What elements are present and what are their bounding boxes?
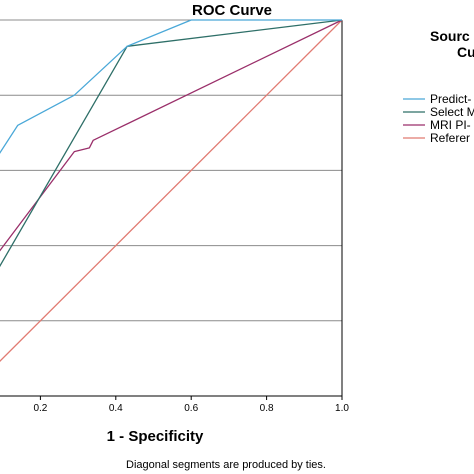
legend-label: MRI PI- xyxy=(430,118,471,132)
series-line-select-m xyxy=(0,19,343,268)
chart-title: ROC Curve xyxy=(192,2,272,19)
x-tick-label: 0.2 xyxy=(33,403,47,414)
gridlines xyxy=(0,19,342,322)
legend-subtitle: Cu xyxy=(457,44,474,60)
legend-title: Sourc xyxy=(430,28,470,44)
legend-label: Predict- xyxy=(430,92,471,106)
x-tick-label: 0.6 xyxy=(184,403,198,414)
x-tick-label: 0.4 xyxy=(109,403,123,414)
legend-label: Select M xyxy=(430,105,474,119)
series-line-referer xyxy=(0,19,343,363)
x-axis-ticks: 0.2 0.4 0.6 0.8 1.0 xyxy=(33,396,349,414)
x-tick-label: 1.0 xyxy=(335,403,349,414)
series-line-mri-pi xyxy=(0,19,343,252)
series-line-predict xyxy=(0,19,342,154)
series-lines xyxy=(0,19,343,363)
footnote: Diagonal segments are produced by ties. xyxy=(126,459,326,471)
axis-frame xyxy=(0,20,343,397)
x-axis-title: 1 - Specificity xyxy=(107,428,204,445)
x-tick-label: 0.8 xyxy=(260,403,274,414)
legend-label: Referer xyxy=(430,131,470,145)
